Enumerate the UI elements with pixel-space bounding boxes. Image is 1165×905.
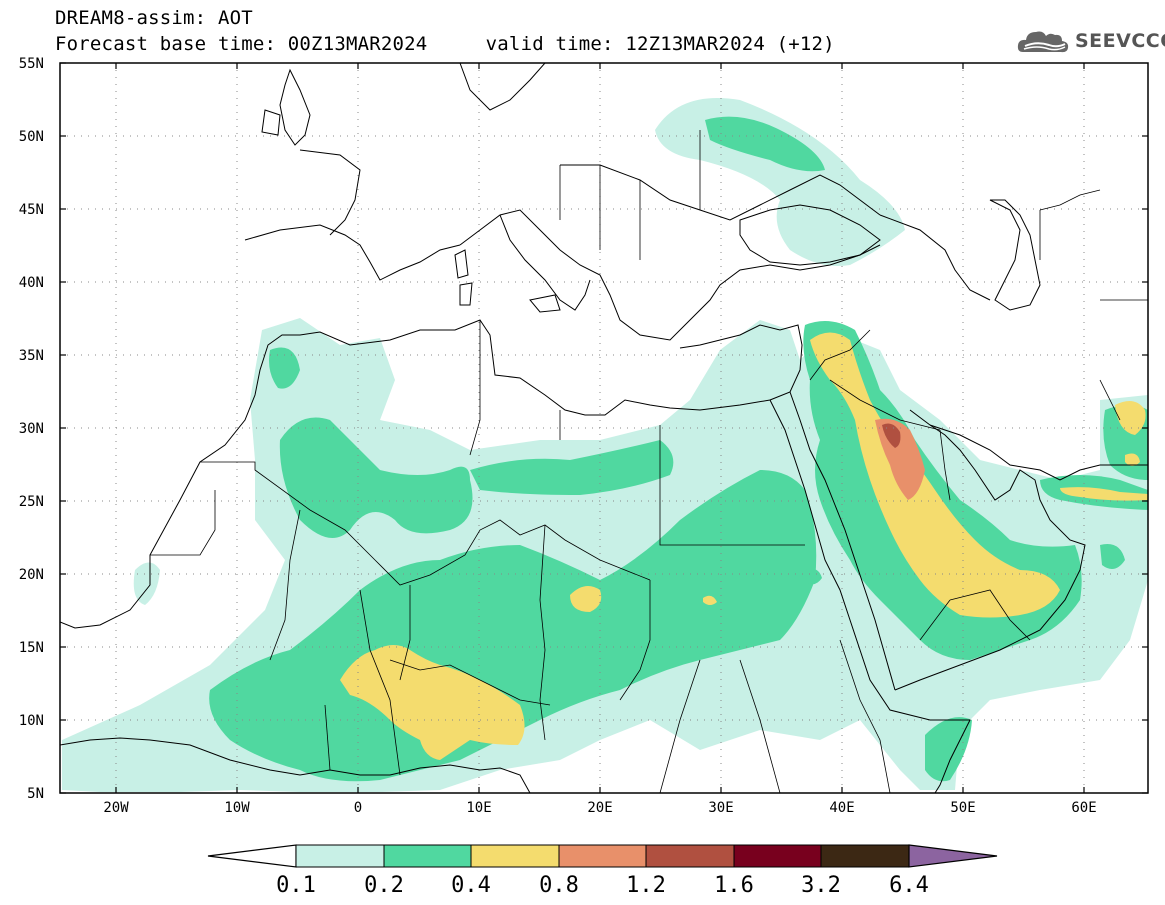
- colorbar-labels: 0.1 0.2 0.4 0.8 1.2 1.6 3.2 6.4: [276, 873, 929, 898]
- colorbar-over-arrow: [908, 844, 998, 868]
- base-time: Forecast base time: 00Z13MAR2024: [55, 33, 428, 55]
- colorbar-swatch: [558, 844, 647, 868]
- colorbar-label: 0.1: [276, 873, 316, 898]
- lat-labels: 5N 10N 15N 20N 25N 30N 35N 40N 45N 50N 5…: [19, 56, 44, 802]
- lon-label: 10W: [224, 800, 250, 816]
- seevccc-logo: SEEVCCC: [1015, 24, 1165, 60]
- colorbar-label: 1.6: [714, 873, 754, 898]
- colorbar: [207, 844, 998, 868]
- colorbar-swatch: [470, 844, 560, 868]
- aot-level-0.4: [340, 332, 1148, 760]
- lat-label: 15N: [19, 640, 44, 656]
- axis-ticks: [60, 62, 1148, 794]
- aot-level-1.2: [882, 423, 901, 448]
- lat-label: 30N: [19, 421, 44, 437]
- lat-label: 40N: [19, 275, 44, 291]
- lat-label: 10N: [19, 713, 44, 729]
- colorbar-label: 6.4: [889, 873, 929, 898]
- lat-label: 35N: [19, 348, 44, 364]
- lon-label: 0: [354, 800, 362, 816]
- colorbar-label: 0.2: [364, 873, 404, 898]
- colorbar-swatch: [295, 844, 385, 868]
- colorbar-label: 0.4: [451, 873, 491, 898]
- lon-label: 20E: [587, 800, 612, 816]
- map-grid: [60, 63, 1148, 793]
- lat-label: 25N: [19, 494, 44, 510]
- lon-label: 50E: [950, 800, 975, 816]
- lon-label: 40E: [829, 800, 854, 816]
- lon-label: 20W: [103, 800, 129, 816]
- valid-time: valid time: 12Z13MAR2024 (+12): [485, 33, 835, 55]
- lat-label: 5N: [27, 786, 44, 802]
- colorbar-label: 0.8: [539, 873, 579, 898]
- coastlines: [60, 63, 1148, 793]
- colorbar-label: 3.2: [801, 873, 841, 898]
- title-times: Forecast base time: 00Z13MAR2024 valid t…: [55, 34, 835, 54]
- colorbar-swatch: [820, 844, 910, 868]
- lon-labels: 20W 10W 0 10E 20E 30E 40E 50E 60E: [103, 800, 1096, 816]
- lon-label: 30E: [708, 800, 733, 816]
- lat-label: 55N: [19, 56, 44, 72]
- colorbar-swatch: [733, 844, 822, 868]
- cloud-icon: [1017, 31, 1069, 53]
- lat-label: 50N: [19, 129, 44, 145]
- borders: [150, 130, 1148, 793]
- colorbar-swatch: [383, 844, 472, 868]
- colorbar-label: 1.2: [626, 873, 666, 898]
- lat-label: 45N: [19, 202, 44, 218]
- colorbar-under-arrow: [207, 844, 297, 868]
- lon-label: 60E: [1071, 800, 1096, 816]
- colorbar-swatch: [645, 844, 735, 868]
- lon-label: 10E: [466, 800, 491, 816]
- lat-label: 20N: [19, 567, 44, 583]
- title-variable: DREAM8-assim: AOT: [55, 7, 253, 29]
- logo-text: SEEVCCC: [1075, 30, 1165, 52]
